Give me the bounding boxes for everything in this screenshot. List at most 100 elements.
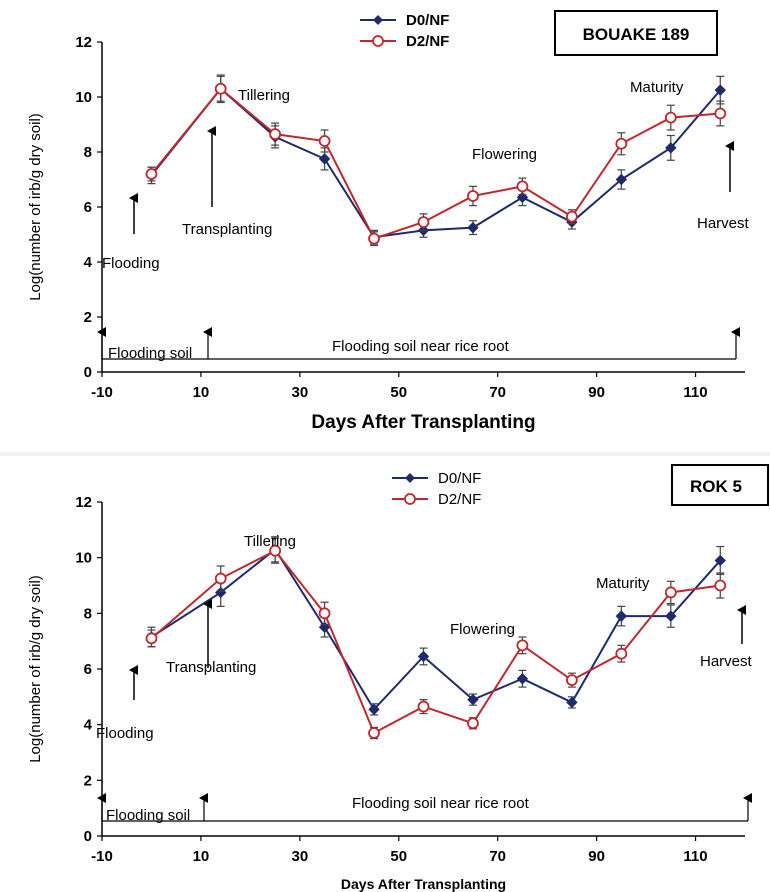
- legend-marker: [373, 15, 383, 25]
- x-tick-label: 90: [588, 848, 605, 865]
- x-tick-label: -10: [91, 848, 113, 865]
- data-point: [417, 216, 430, 229]
- data-point: [615, 610, 628, 622]
- data-point: [214, 82, 227, 95]
- data-point: [615, 173, 628, 186]
- series-d2-nf: [145, 75, 727, 247]
- annotation-maturity: Maturity: [596, 575, 650, 592]
- x-tick-label: 10: [193, 848, 210, 865]
- data-point: [714, 579, 727, 592]
- x-tick-label: 110: [683, 848, 707, 865]
- data-point: [214, 572, 227, 585]
- y-tick-label: 12: [75, 494, 92, 511]
- data-point: [318, 607, 331, 620]
- y-tick-label: 0: [84, 364, 92, 381]
- series-line: [150, 547, 722, 712]
- bracket-label-left: Flooding soil: [108, 345, 192, 362]
- y-tick-label: 8: [84, 605, 92, 622]
- series-d0-nf: [145, 536, 726, 716]
- y-tick-label: 0: [84, 828, 92, 845]
- data-point: [417, 650, 430, 663]
- legend-marker: [405, 473, 415, 483]
- data-point: [417, 700, 430, 713]
- legend-label: D2/NF: [438, 491, 481, 508]
- data-point: [664, 586, 677, 599]
- data-point: [615, 647, 628, 660]
- legend: D0/NF D2/NF: [392, 470, 481, 508]
- data-point: [368, 727, 380, 739]
- variety-label: ROK 5: [690, 477, 742, 496]
- x-tick-label: 30: [292, 848, 309, 865]
- data-point: [318, 153, 331, 165]
- data-point: [368, 703, 380, 716]
- series-d2-nf: [145, 537, 727, 740]
- y-tick-label: 10: [75, 550, 92, 567]
- data-point: [467, 717, 479, 730]
- variety-label-box: BOUAKE 189: [554, 10, 718, 56]
- annotation-transplanting: Transplanting: [182, 221, 272, 238]
- variety-label-box: ROK 5: [671, 464, 769, 506]
- x-tick-label: 50: [390, 848, 407, 865]
- flooding-bracket: Flooding soil Flooding soil near rice roo…: [97, 793, 752, 824]
- y-tick-label: 12: [75, 34, 92, 51]
- data-point: [516, 639, 529, 652]
- data-point: [665, 142, 677, 154]
- y-tick-label: 8: [84, 144, 92, 161]
- data-point: [565, 674, 578, 687]
- y-tick-label: 2: [84, 772, 92, 789]
- x-axis-label: Days After Transplanting: [311, 412, 535, 433]
- x-tick-label: -10: [91, 384, 113, 401]
- annotation-tillering: Tillering: [244, 533, 296, 550]
- annotation-flooding: Flooding: [96, 725, 154, 742]
- x-tick-label: 10: [193, 384, 210, 401]
- x-axis-label: Days After Transplanting: [341, 876, 506, 892]
- legend: D0/NF D2/NF: [360, 12, 449, 50]
- data-point: [467, 190, 479, 202]
- y-axis-label: Log(number of irb/g dry soil): [27, 575, 44, 763]
- data-point: [269, 544, 282, 557]
- variety-label: BOUAKE 189: [583, 25, 690, 44]
- data-point: [565, 210, 578, 223]
- series-line: [150, 549, 721, 735]
- legend-label: D0/NF: [438, 470, 481, 487]
- data-point: [516, 673, 529, 685]
- data-point: [566, 696, 578, 709]
- bracket-label-right: Flooding soil near rice root: [352, 795, 530, 812]
- legend-marker: [404, 493, 416, 505]
- annotation-harvest: Harvest: [700, 653, 753, 670]
- y-axis-label: Log(number of irb/g dry soil): [27, 113, 44, 301]
- annotation-flooding: Flooding: [102, 255, 160, 272]
- bracket-label-right: Flooding soil near rice root: [332, 338, 510, 355]
- y-tick-label: 6: [84, 661, 92, 678]
- annotation-tillering: Tillering: [238, 87, 290, 104]
- series-line: [150, 87, 722, 239]
- panel-separator: [0, 452, 770, 456]
- data-point: [368, 232, 380, 245]
- data-point: [664, 111, 677, 124]
- x-tick-label: 50: [390, 384, 407, 401]
- data-point: [714, 107, 727, 120]
- data-point: [615, 137, 628, 150]
- data-point: [269, 128, 282, 141]
- data-point: [714, 554, 726, 567]
- y-tick-label: 10: [75, 89, 92, 106]
- data-point: [467, 221, 479, 234]
- x-tick-label: 90: [588, 384, 605, 401]
- legend-label: D0/NF: [406, 12, 449, 29]
- data-point: [145, 168, 158, 180]
- data-point: [665, 610, 677, 622]
- chart-bouake: 0 2 4 6 8 10 12 -10 10 30 50 70 90 110 Days After Tran…: [27, 10, 750, 433]
- annotation-flowering: Flowering: [450, 621, 515, 638]
- y-tick-label: 6: [84, 199, 92, 216]
- data-point: [318, 135, 331, 147]
- y-tick-label: 2: [84, 309, 92, 326]
- annotation-transplanting: Transplanting: [166, 659, 256, 676]
- chart-rok5: 0 2 4 6 8 10 12 -10 10 30 50 70 90 110 Days After Tran…: [27, 464, 769, 892]
- annotation-harvest: Harvest: [697, 215, 750, 232]
- bracket-label-left: Flooding soil: [106, 807, 190, 824]
- data-point: [714, 84, 726, 96]
- y-tick-label: 4: [84, 254, 93, 271]
- annotation-maturity: Maturity: [630, 79, 684, 96]
- x-tick-label: 110: [683, 384, 707, 401]
